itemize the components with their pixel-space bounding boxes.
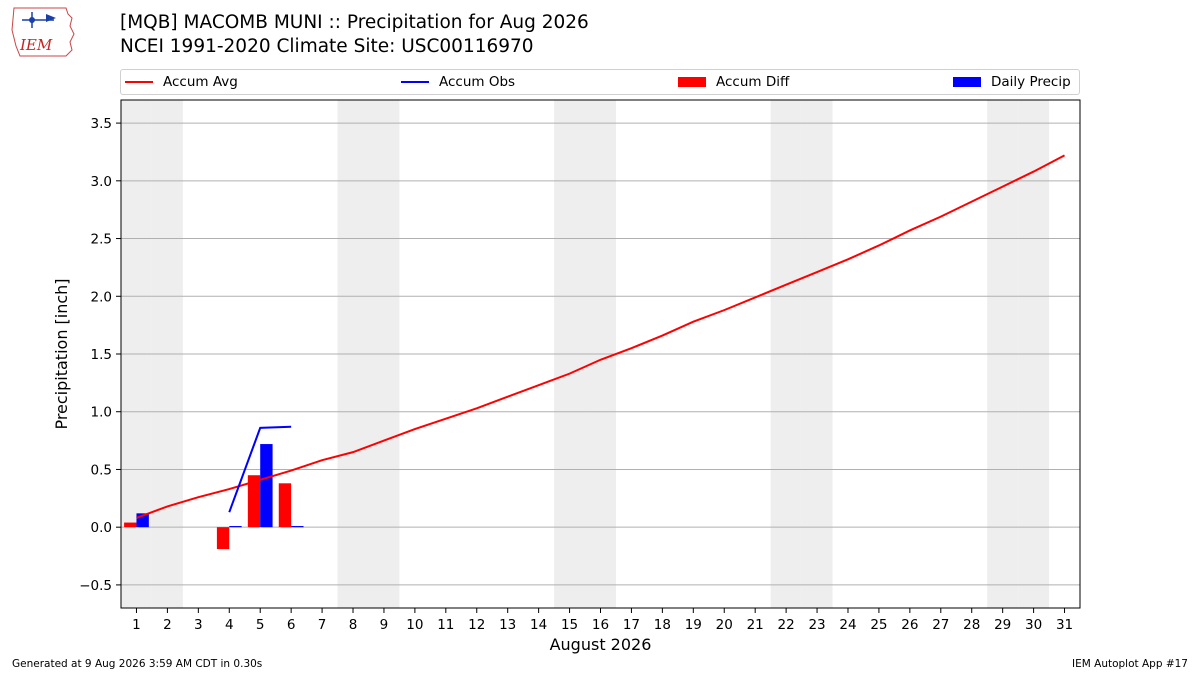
x-tick-label: 3 xyxy=(194,617,203,633)
daily-precip-bar xyxy=(229,526,242,528)
y-tick-label: 2.0 xyxy=(91,289,112,305)
iem-logo: IEM xyxy=(11,7,75,57)
daily-precip-bar xyxy=(291,526,304,528)
x-axis-label: August 2026 xyxy=(550,635,652,654)
legend-accum-avg-label: Accum Avg xyxy=(163,74,238,90)
accum-diff-bar xyxy=(247,475,261,528)
x-tick-label: 12 xyxy=(468,617,485,633)
x-tick-label: 14 xyxy=(530,617,547,633)
legend-daily-precip-swatch xyxy=(953,77,981,87)
chart-title: [MQB] MACOMB MUNI :: Precipitation for A… xyxy=(120,12,589,33)
y-tick-label: 1.0 xyxy=(91,405,112,421)
legend-accum-obs-label: Accum Obs xyxy=(439,74,516,90)
legend-daily-precip: Daily Precip xyxy=(953,70,1071,94)
x-tick-label: 28 xyxy=(963,617,980,633)
legend-accum-diff-swatch xyxy=(678,77,706,87)
y-tick-label: 0.0 xyxy=(91,520,112,536)
x-tick-label: 8 xyxy=(349,617,358,633)
x-tick-label: 29 xyxy=(994,617,1011,633)
x-tick-label: 9 xyxy=(380,617,389,633)
accum-diff-bar xyxy=(278,483,292,528)
x-tick-label: 23 xyxy=(808,617,825,633)
chart-legend: Accum Avg Accum Obs Accum Diff Daily Pre… xyxy=(120,69,1080,95)
x-tick-label: 15 xyxy=(561,617,578,633)
accum-avg-line xyxy=(136,154,1065,519)
y-tick-label: 1.5 xyxy=(91,347,112,363)
footer-generated: Generated at 9 Aug 2026 3:59 AM CDT in 0… xyxy=(12,658,263,670)
y-tick-label: 3.5 xyxy=(91,116,112,132)
x-tick-label: 2 xyxy=(163,617,172,633)
x-tick-label: 27 xyxy=(932,617,949,633)
legend-accum-diff: Accum Diff xyxy=(678,70,789,94)
x-tick-label: 22 xyxy=(778,617,795,633)
y-axis-label: Precipitation [inch] xyxy=(52,278,71,429)
x-tick-label: 20 xyxy=(716,617,733,633)
x-tick-label: 6 xyxy=(287,617,296,633)
y-tick-label: 2.5 xyxy=(91,232,112,248)
legend-daily-precip-label: Daily Precip xyxy=(991,74,1071,90)
x-tick-label: 10 xyxy=(406,617,423,633)
x-tick-label: 31 xyxy=(1056,617,1073,633)
daily-precip-bar xyxy=(260,444,273,528)
x-tick-label: 7 xyxy=(318,617,327,633)
x-tick-label: 13 xyxy=(499,617,516,633)
x-tick-label: 18 xyxy=(654,617,671,633)
legend-accum-avg: Accum Avg xyxy=(125,70,238,94)
y-tick-label: 0.5 xyxy=(91,462,112,478)
x-tick-label: 21 xyxy=(747,617,764,633)
y-tick-label: 3.0 xyxy=(91,174,112,190)
legend-accum-avg-swatch xyxy=(125,81,153,83)
x-tick-label: 24 xyxy=(839,617,856,633)
legend-accum-obs-swatch xyxy=(401,81,429,83)
accum-obs-line xyxy=(228,425,292,513)
x-tick-label: 11 xyxy=(437,617,454,633)
plot-frame xyxy=(120,99,1081,609)
legend-accum-obs: Accum Obs xyxy=(401,70,515,94)
footer-app: IEM Autoplot App #17 xyxy=(1072,658,1188,670)
x-tick-label: 25 xyxy=(870,617,887,633)
chart-subtitle: NCEI 1991-2020 Climate Site: USC00116970 xyxy=(120,36,534,57)
accum-diff-bar xyxy=(216,527,230,550)
x-tick-label: 4 xyxy=(225,617,234,633)
x-tick-label: 30 xyxy=(1025,617,1042,633)
x-tick-label: 5 xyxy=(256,617,265,633)
y-tick-label: −0.5 xyxy=(79,578,112,594)
x-tick-label: 26 xyxy=(901,617,918,633)
legend-accum-diff-label: Accum Diff xyxy=(716,74,790,90)
x-tick-label: 1 xyxy=(132,617,141,633)
x-tick-label: 19 xyxy=(685,617,702,633)
x-tick-label: 17 xyxy=(623,617,640,633)
accum-diff-bar xyxy=(124,522,137,528)
x-tick-label: 16 xyxy=(592,617,609,633)
logo-text: IEM xyxy=(19,36,53,54)
